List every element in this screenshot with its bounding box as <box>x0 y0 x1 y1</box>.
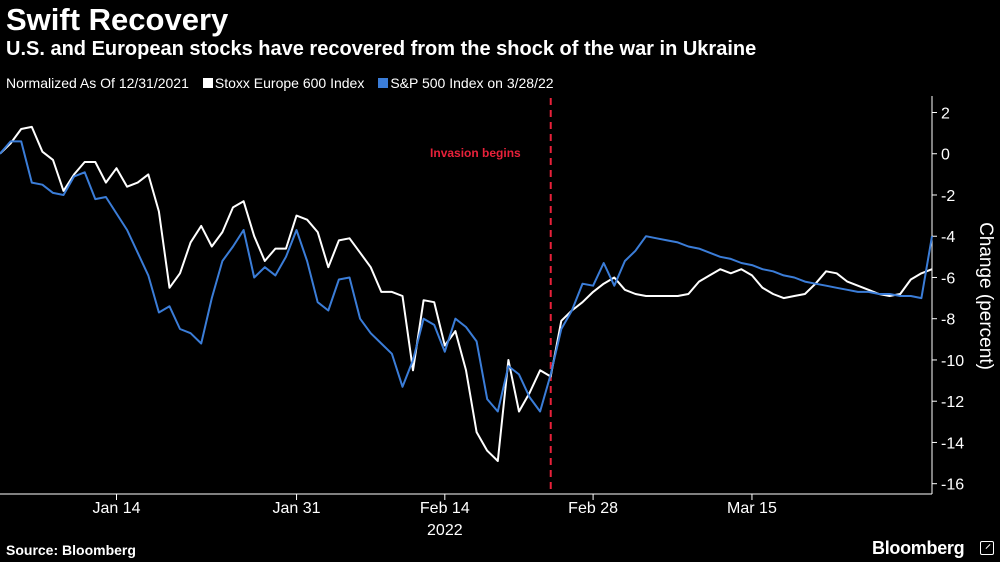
external-link-icon[interactable] <box>980 541 994 555</box>
y-tick-label: -2 <box>941 188 955 205</box>
source-note: Source: Bloomberg <box>6 542 136 558</box>
legend-swatch-sp500 <box>378 78 389 88</box>
y-tick-label: -4 <box>941 229 955 246</box>
x-tick-label: Jan 31 <box>273 500 321 517</box>
legend-normalization-note: Normalized As Of 12/31/2021 <box>6 75 189 91</box>
invasion-label: Invasion begins <box>430 146 521 160</box>
y-tick-label: 2 <box>941 105 950 122</box>
x-tick-label: Jan 14 <box>92 500 140 517</box>
legend: Normalized As Of 12/31/2021 Stoxx Europe… <box>6 75 554 91</box>
series-line-stoxx <box>0 125 933 462</box>
chart-annotation: Invasion begins <box>430 98 552 494</box>
y-tick-label: -12 <box>941 394 964 411</box>
y-tick-label: -6 <box>941 270 955 287</box>
y-tick-label: 0 <box>941 147 950 164</box>
x-year-label: 2022 <box>427 522 463 539</box>
legend-item-sp500: S&P 500 Index on 3/28/22 <box>378 75 554 91</box>
y-axis-label: Change (percent) <box>975 222 996 370</box>
x-tick-label: Mar 15 <box>727 500 777 517</box>
x-tick-label: Feb 14 <box>420 500 470 517</box>
y-tick-label: -8 <box>941 312 955 329</box>
y-tick-label: -14 <box>941 435 964 452</box>
y-tick-label: -16 <box>941 477 964 494</box>
series-line-sp500 <box>0 140 933 413</box>
legend-swatch-stoxx <box>202 78 213 88</box>
legend-label-stoxx: Stoxx Europe 600 Index <box>214 75 365 91</box>
legend-item-stoxx: Stoxx Europe 600 Index <box>202 75 365 91</box>
chart-subtitle: U.S. and European stocks have recovered … <box>6 38 757 60</box>
chart-title: Swift Recovery <box>6 2 229 37</box>
x-tick-label: Feb 28 <box>568 500 618 517</box>
brand-logo: Bloomberg <box>872 538 965 558</box>
chart-axes: 2 0 -2 -4 -6 -8 -10 -12 -14 -16 Jan 14 Jan 31 Feb 14… <box>0 96 996 539</box>
chart-series <box>0 125 933 462</box>
y-tick-label: -10 <box>941 353 964 370</box>
legend-label-sp500: S&P 500 Index on 3/28/22 <box>390 75 554 91</box>
